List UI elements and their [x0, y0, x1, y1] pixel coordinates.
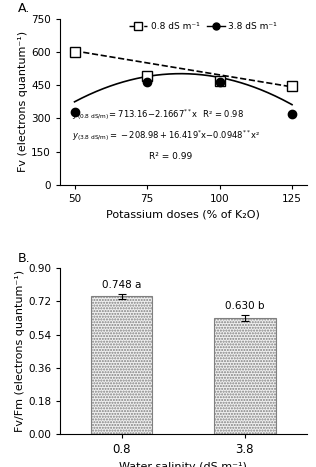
Text: A.: A. — [18, 2, 30, 15]
Bar — [91, 296, 152, 434]
Text: R² = 0.99: R² = 0.99 — [149, 152, 192, 161]
Text: $y_{(0.8\ \mathrm{dS/m})}$= 713.16$-$2.1667$^{**}$x  R² = 0.98: $y_{(0.8\ \mathrm{dS/m})}$= 713.16$-$2.1… — [72, 107, 244, 123]
Y-axis label: Fv (electrons quantum⁻¹): Fv (electrons quantum⁻¹) — [18, 31, 28, 172]
Text: 0.630 b: 0.630 b — [225, 301, 264, 311]
Text: $y_{(3.8\ \mathrm{dS/m})}$$=-208.98+16.419^{*}$x$-0.0948^{**}$x²: $y_{(3.8\ \mathrm{dS/m})}$$=-208.98+16.4… — [72, 129, 261, 144]
Y-axis label: Fv/Fm (electrons quantum⁻¹): Fv/Fm (electrons quantum⁻¹) — [15, 270, 25, 432]
Legend: 0.8 dS m⁻¹, 3.8 dS m⁻¹: 0.8 dS m⁻¹, 3.8 dS m⁻¹ — [125, 18, 281, 35]
Text: 0.748 a: 0.748 a — [102, 280, 141, 290]
X-axis label: Water salinity (dS m⁻¹): Water salinity (dS m⁻¹) — [119, 462, 247, 467]
X-axis label: Potassium doses (% of K₂O): Potassium doses (% of K₂O) — [106, 210, 260, 219]
Bar — [214, 318, 276, 434]
Text: B.: B. — [18, 252, 31, 265]
